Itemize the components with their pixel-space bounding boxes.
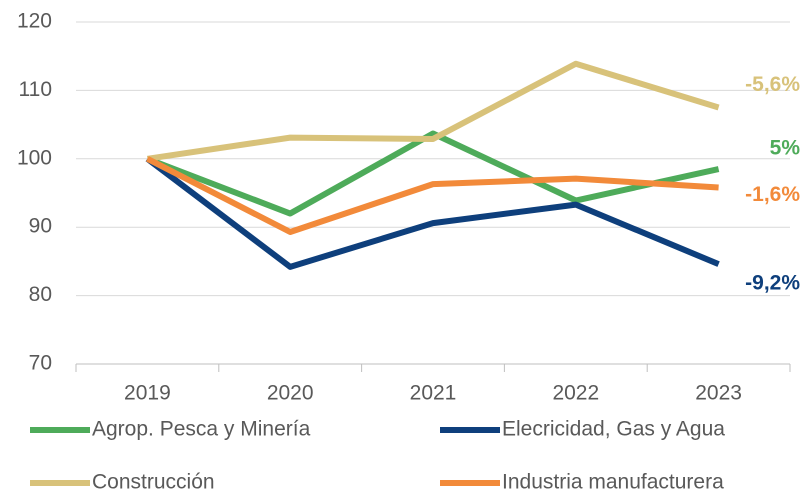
series-line — [146, 130, 720, 217]
y-tick-label: 90 — [29, 215, 52, 238]
y-tick-label: 70 — [29, 352, 52, 375]
y-tick-label: 120 — [17, 10, 52, 33]
x-tick-label: 2019 — [124, 382, 171, 405]
x-tick-label: 2020 — [267, 382, 314, 405]
end-label: -9,2% — [745, 272, 800, 295]
x-tick-label: 2023 — [695, 382, 742, 405]
y-tick-label: 110 — [19, 78, 52, 101]
x-tick-label: 2021 — [410, 382, 457, 405]
legend-label: Elecricidad, Gas y Agua — [502, 418, 725, 441]
y-tick-label: 80 — [29, 283, 52, 306]
end-label: -5,6% — [745, 73, 800, 96]
legend-label: Construcción — [92, 471, 215, 493]
y-tick-label: 100 — [17, 146, 52, 169]
end-label: -1,6% — [745, 183, 800, 206]
series-line — [145, 156, 720, 270]
end-label: 5% — [770, 137, 801, 160]
x-tick-label: 2022 — [552, 382, 599, 405]
series-line — [146, 60, 720, 162]
legend-label: Industria manufacturera — [502, 471, 724, 493]
series-line — [146, 156, 719, 235]
legend-label: Agrop. Pesca y Minería — [92, 418, 311, 441]
